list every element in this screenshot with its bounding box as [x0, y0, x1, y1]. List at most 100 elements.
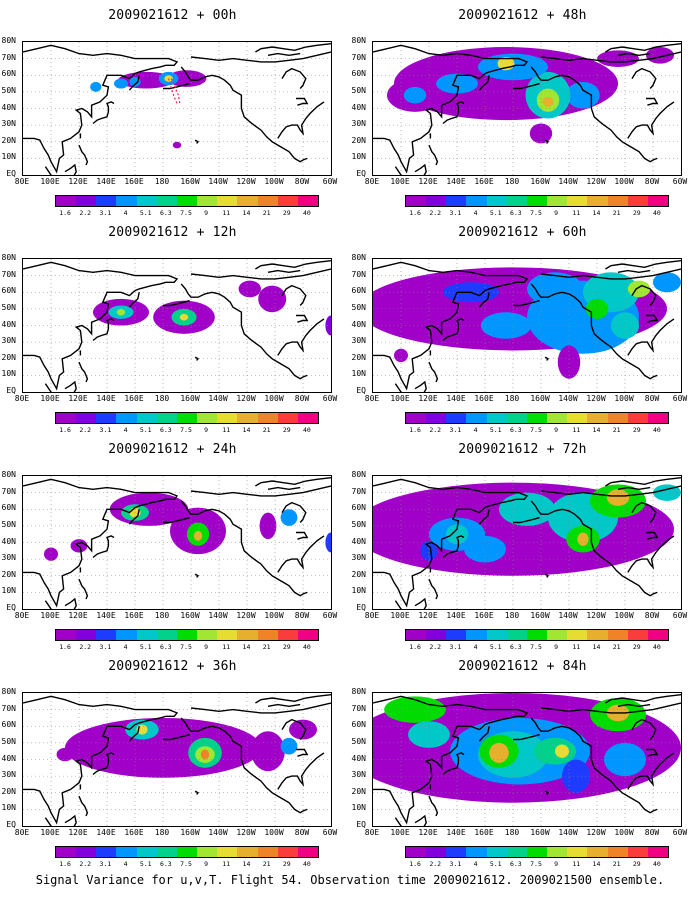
lon-tick-label: 60W [322, 394, 338, 403]
colorbar [55, 629, 319, 641]
colorbar-swatch [136, 413, 157, 423]
lat-tick-label: EQ [6, 169, 16, 178]
lon-tick-label: 140W [208, 828, 228, 837]
coastline [64, 597, 77, 609]
coastline [296, 748, 309, 757]
lon-tick-label: 160W [180, 611, 200, 620]
lon-tick-label: 120E [68, 394, 88, 403]
colorbar-label: 40 [303, 860, 311, 868]
colorbar-swatch [526, 413, 548, 423]
lon-tick-label: 140W [558, 394, 578, 403]
colorbar-label: 7.5 [530, 426, 542, 434]
variance-contour [420, 540, 438, 561]
lon-tick-label: 120E [418, 828, 438, 837]
coastline [44, 817, 53, 826]
lon-tick-label: 160E [124, 177, 144, 186]
coastline [414, 597, 427, 609]
variance-contour [653, 484, 681, 501]
coastline [78, 578, 89, 600]
colorbar-label: 3.1 [99, 209, 112, 217]
figure-caption: Signal Variance for u,v,T. Flight 54. Ob… [35, 873, 665, 887]
lon-tick-label: 180 [504, 394, 520, 403]
variance-contour [384, 696, 446, 723]
coastline [605, 694, 681, 704]
colorbar-label: 14 [592, 426, 601, 434]
colorbar-label: 3.1 [449, 643, 462, 651]
variance-contour [193, 530, 203, 541]
variance-contour [114, 78, 128, 89]
lon-tick-label: 100W [614, 611, 634, 620]
colorbar-swatch [297, 847, 319, 857]
variance-contour [179, 313, 189, 321]
colorbar-swatch [76, 196, 97, 206]
colorbar-swatch [116, 413, 137, 423]
colorbar-label: 11 [222, 209, 231, 217]
coastline [442, 752, 465, 776]
lat-tick-label: 20N [351, 569, 366, 579]
lon-tick-label: 100W [264, 177, 284, 186]
coastline [428, 578, 439, 600]
lon-tick-label: 180 [154, 177, 170, 186]
coastline [44, 383, 53, 392]
colorbar-label: 3.1 [99, 860, 112, 868]
coastline [627, 101, 675, 139]
colorbar-label: 29 [632, 209, 641, 217]
lat-tick-label: 30N [1, 119, 16, 129]
coastline [414, 163, 427, 175]
colorbar-swatch [156, 196, 177, 206]
coastline [428, 361, 439, 383]
coastline [180, 283, 308, 380]
colorbar-label: 21 [612, 860, 621, 868]
lat-tick-label: 50N [351, 519, 366, 529]
lon-tick-label: 160W [180, 394, 200, 403]
variance-contour [280, 737, 298, 755]
colorbar-swatch [136, 847, 157, 857]
colorbar-label: 9 [204, 426, 209, 434]
map-panel-84h: 2009021612 + 84h 80N 70N 60N 50N 40N 30N 20N 10N… [350, 651, 695, 876]
coastline [373, 261, 529, 391]
colorbar-swatch [406, 630, 427, 640]
coastline [277, 535, 325, 573]
lon-tick-label: 80E [14, 828, 30, 837]
colorbar-swatch [486, 847, 507, 857]
coastline [646, 97, 659, 106]
colorbar-swatch [587, 847, 608, 857]
coastline [23, 44, 179, 174]
lon-tick-label: 180 [154, 394, 170, 403]
lon-tick-label: 80E [364, 611, 380, 620]
coastline [267, 52, 301, 57]
lat-tick-label: 50N [1, 302, 16, 312]
colorbar-swatch [257, 413, 278, 423]
map-panel-72h: 2009021612 + 72h 80N 70N 60N 50N 40N 30N 20N 10N… [350, 434, 695, 659]
lon-tick-label: 120E [418, 177, 438, 186]
coastline [530, 283, 658, 380]
colorbar-swatch [277, 196, 298, 206]
lon-tick-label: 140W [208, 394, 228, 403]
colorbar-swatch [607, 847, 628, 857]
colorbar-swatch [277, 413, 298, 423]
coastline [513, 516, 540, 524]
map-panel-36h: 2009021612 + 36h 80N 70N 60N 50N 40N 30N 20N 10N… [0, 651, 345, 876]
colorbar-swatch [217, 413, 238, 423]
panel-title: 2009021612 + 60h [458, 225, 587, 240]
colorbar-swatch [136, 630, 157, 640]
colorbar-swatch [297, 196, 319, 206]
lon-tick-label: 140E [446, 177, 466, 186]
colorbar-swatch [627, 630, 648, 640]
coastline [255, 43, 331, 53]
map-svg [373, 259, 681, 392]
variance-contour [566, 81, 600, 109]
lon-tick-label: 100W [264, 828, 284, 837]
colorbar [55, 412, 319, 424]
colorbar-label: 7.5 [530, 643, 542, 651]
lat-tick-label: EQ [356, 386, 366, 395]
colorbar-swatch [56, 196, 77, 206]
colorbar-swatch [466, 847, 487, 857]
colorbar-swatch [466, 196, 487, 206]
lon-tick-label: 120E [68, 177, 88, 186]
colorbar-label: 11 [572, 426, 581, 434]
lat-tick-label: 30N [351, 553, 366, 563]
lon-tick-label: 100E [390, 177, 410, 186]
lat-tick-label: 40N [351, 319, 366, 329]
map-panel-12h: 2009021612 + 12h 80N 70N 60N 50N 40N 30N 20N 10N… [0, 217, 345, 442]
